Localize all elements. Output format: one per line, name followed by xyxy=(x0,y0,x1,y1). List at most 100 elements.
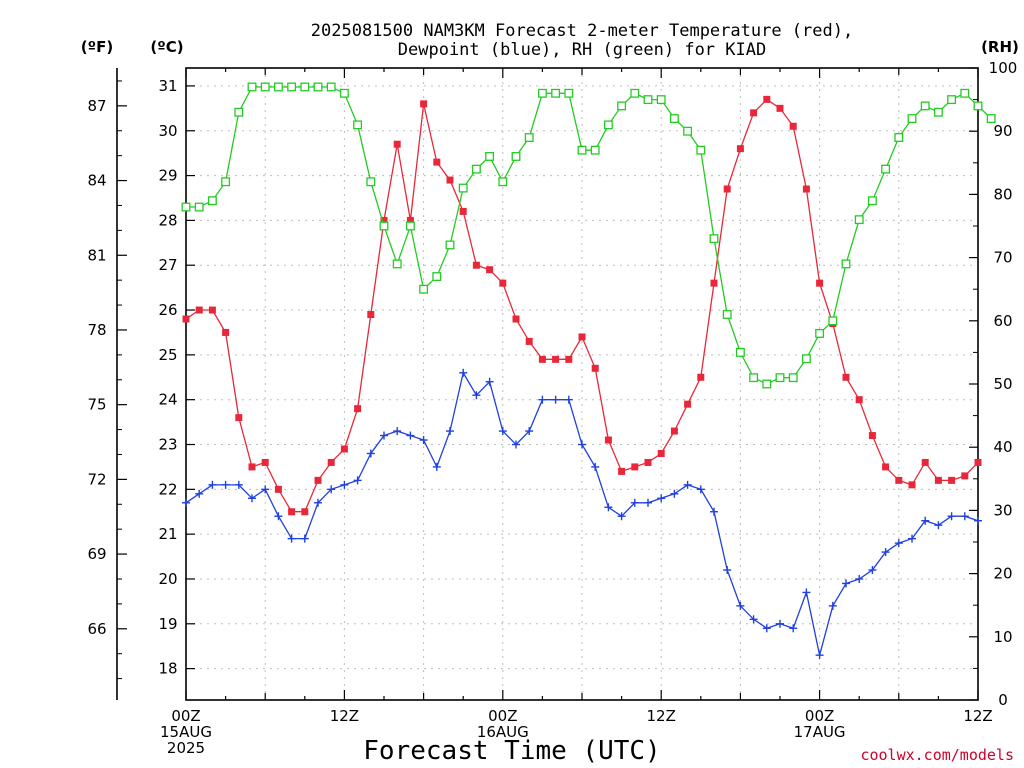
point-temperature xyxy=(340,445,348,453)
point-temperature xyxy=(472,261,480,269)
point-temperature xyxy=(868,432,876,440)
rh-tick-label: 20 xyxy=(993,565,1012,583)
point-temperature xyxy=(855,396,863,404)
point-dewpoint xyxy=(736,601,745,610)
point-rh xyxy=(287,82,297,92)
point-dewpoint xyxy=(894,539,903,548)
point-rh xyxy=(273,82,283,92)
point-dewpoint xyxy=(960,512,969,521)
celsius-tick-label: 26 xyxy=(158,301,177,319)
fahrenheit-tick-label: 84 xyxy=(87,172,106,190)
point-temperature xyxy=(974,458,982,466)
point-rh xyxy=(471,164,481,174)
celsius-tick-label: 25 xyxy=(158,346,177,364)
rh-tick-label: 60 xyxy=(993,312,1012,330)
point-temperature xyxy=(710,279,718,287)
celsius-axis: 18 19 20 21 22 23 24 25 26 27 28 29 30 31 xyxy=(158,77,195,678)
point-rh xyxy=(669,114,679,124)
point-dewpoint xyxy=(723,566,732,575)
point-rh xyxy=(419,284,429,294)
point-temperature xyxy=(235,414,243,422)
point-rh xyxy=(260,82,270,92)
point-temperature xyxy=(512,315,520,323)
point-dewpoint xyxy=(366,449,375,458)
rh-tick-label: 40 xyxy=(993,438,1012,456)
celsius-tick-label: 23 xyxy=(158,436,177,454)
point-temperature xyxy=(248,463,256,471)
series-layer xyxy=(181,82,996,660)
point-dewpoint xyxy=(617,512,626,521)
point-dewpoint xyxy=(248,494,256,503)
point-rh xyxy=(498,177,508,187)
point-dewpoint xyxy=(551,395,560,404)
point-rh xyxy=(815,328,825,338)
point-temperature xyxy=(446,176,454,184)
point-temperature xyxy=(882,463,890,471)
credit-text: coolwx.com/models xyxy=(860,746,1014,764)
point-temperature xyxy=(631,463,639,471)
point-dewpoint xyxy=(644,498,652,507)
point-rh xyxy=(907,114,917,124)
point-temperature xyxy=(736,145,744,153)
series-dewpoint xyxy=(182,368,982,660)
point-temperature xyxy=(657,449,665,457)
point-rh xyxy=(392,259,402,269)
rh-tick-label: 80 xyxy=(993,185,1012,203)
point-rh xyxy=(511,152,521,161)
point-rh xyxy=(405,221,415,231)
point-rh xyxy=(379,221,389,231)
point-temperature xyxy=(908,481,916,489)
point-temperature xyxy=(420,100,428,108)
point-temperature xyxy=(380,216,388,224)
celsius-tick-label: 21 xyxy=(158,525,177,543)
point-rh xyxy=(960,88,970,98)
point-temperature xyxy=(934,476,942,484)
point-temperature xyxy=(182,315,190,323)
point-temperature xyxy=(327,458,335,466)
point-dewpoint xyxy=(578,440,586,449)
point-rh xyxy=(947,95,957,105)
point-dewpoint xyxy=(340,480,349,489)
point-dewpoint xyxy=(828,601,837,610)
point-rh xyxy=(445,240,455,250)
point-dewpoint xyxy=(195,489,204,498)
rh-tick-label: 10 xyxy=(993,628,1012,646)
time-tick-label: 12Z xyxy=(963,707,992,725)
time-tick-label: 12Z xyxy=(330,707,359,725)
point-dewpoint xyxy=(842,579,850,588)
point-temperature xyxy=(644,458,652,466)
point-dewpoint xyxy=(393,427,402,436)
point-rh xyxy=(683,126,693,136)
point-dewpoint xyxy=(802,588,811,597)
point-dewpoint xyxy=(749,615,758,624)
point-temperature xyxy=(222,328,230,336)
point-temperature xyxy=(406,216,414,224)
point-temperature xyxy=(684,400,692,408)
fahrenheit-tick-label: 78 xyxy=(87,321,106,339)
point-rh xyxy=(762,379,772,389)
point-rh xyxy=(841,259,851,269)
point-rh xyxy=(537,88,547,98)
point-rh xyxy=(603,120,613,130)
point-rh xyxy=(643,95,653,105)
point-temperature xyxy=(776,104,784,112)
point-rh xyxy=(894,133,904,142)
chart-title-line2: Dewpoint (blue), RH (green) for KIAD xyxy=(398,40,766,60)
point-temperature xyxy=(459,207,467,215)
point-temperature xyxy=(565,355,573,363)
unit-label-rh: (RH) xyxy=(981,38,1019,56)
point-temperature xyxy=(591,364,599,372)
point-rh xyxy=(973,101,983,111)
point-rh xyxy=(432,272,442,282)
point-temperature xyxy=(314,476,322,484)
x-axis-title: Forecast Time (UTC) xyxy=(363,736,660,766)
point-rh xyxy=(590,145,600,155)
point-rh xyxy=(656,95,666,105)
celsius-tick-label: 28 xyxy=(158,211,177,229)
point-dewpoint xyxy=(459,368,468,377)
time-tick-label: 12Z xyxy=(647,707,676,725)
point-rh xyxy=(564,88,574,98)
point-dewpoint xyxy=(432,462,441,471)
point-dewpoint xyxy=(538,395,547,404)
